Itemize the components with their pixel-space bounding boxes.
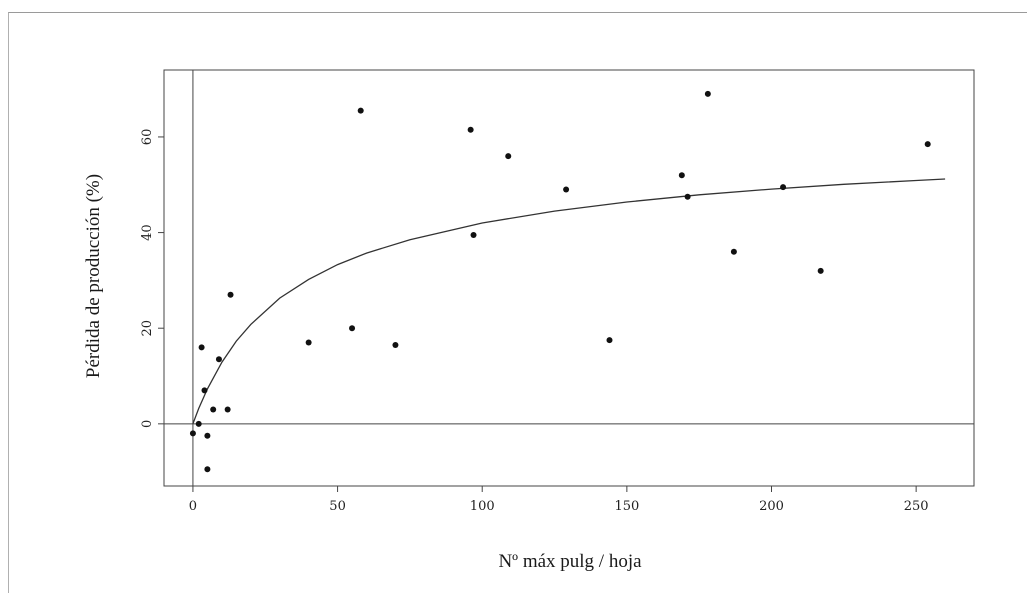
data-point <box>817 267 824 274</box>
data-point <box>780 184 787 191</box>
data-point <box>215 356 222 363</box>
data-point <box>210 406 217 413</box>
fit-curve <box>192 178 946 425</box>
x-axis-title: Nº máx pulg / hoja <box>498 551 642 572</box>
data-point <box>204 432 211 439</box>
x-tick-label: 150 <box>614 499 639 514</box>
x-tick-label: 0 <box>189 499 197 514</box>
data-point <box>467 126 474 133</box>
data-points <box>189 90 931 473</box>
data-point <box>357 107 364 114</box>
data-point <box>730 248 737 255</box>
y-tick-label: 0 <box>140 420 155 428</box>
x-tick-label: 100 <box>470 499 495 514</box>
data-point <box>224 406 231 413</box>
x-tick-label: 50 <box>329 499 346 514</box>
x-axis-ticks: 0 50 100 150 200 250 <box>189 486 929 514</box>
data-point <box>201 387 208 394</box>
data-point <box>349 325 356 332</box>
y-tick-label: 20 <box>140 320 155 337</box>
data-point <box>505 153 512 160</box>
data-point <box>392 341 399 348</box>
x-tick-label: 200 <box>759 499 784 514</box>
data-point <box>305 339 312 346</box>
plot-area <box>163 69 975 487</box>
data-point <box>678 172 685 179</box>
data-point <box>195 420 202 427</box>
data-point <box>189 430 196 437</box>
data-point <box>924 141 931 148</box>
y-tick-label: 60 <box>140 129 155 146</box>
x-tick-label: 250 <box>904 499 929 514</box>
data-point <box>704 90 711 97</box>
data-point <box>204 466 211 473</box>
y-axis-title: Pérdida de producción (%) <box>83 174 104 378</box>
data-point <box>684 193 691 200</box>
y-axis-ticks: 0 20 40 60 <box>140 129 164 428</box>
data-point <box>606 337 613 344</box>
data-point <box>227 291 234 298</box>
reference-lines <box>164 70 974 486</box>
figure-frame <box>8 12 1027 593</box>
data-point <box>563 186 570 193</box>
data-point <box>470 231 477 238</box>
y-tick-label: 40 <box>140 224 155 241</box>
data-point <box>198 344 205 351</box>
